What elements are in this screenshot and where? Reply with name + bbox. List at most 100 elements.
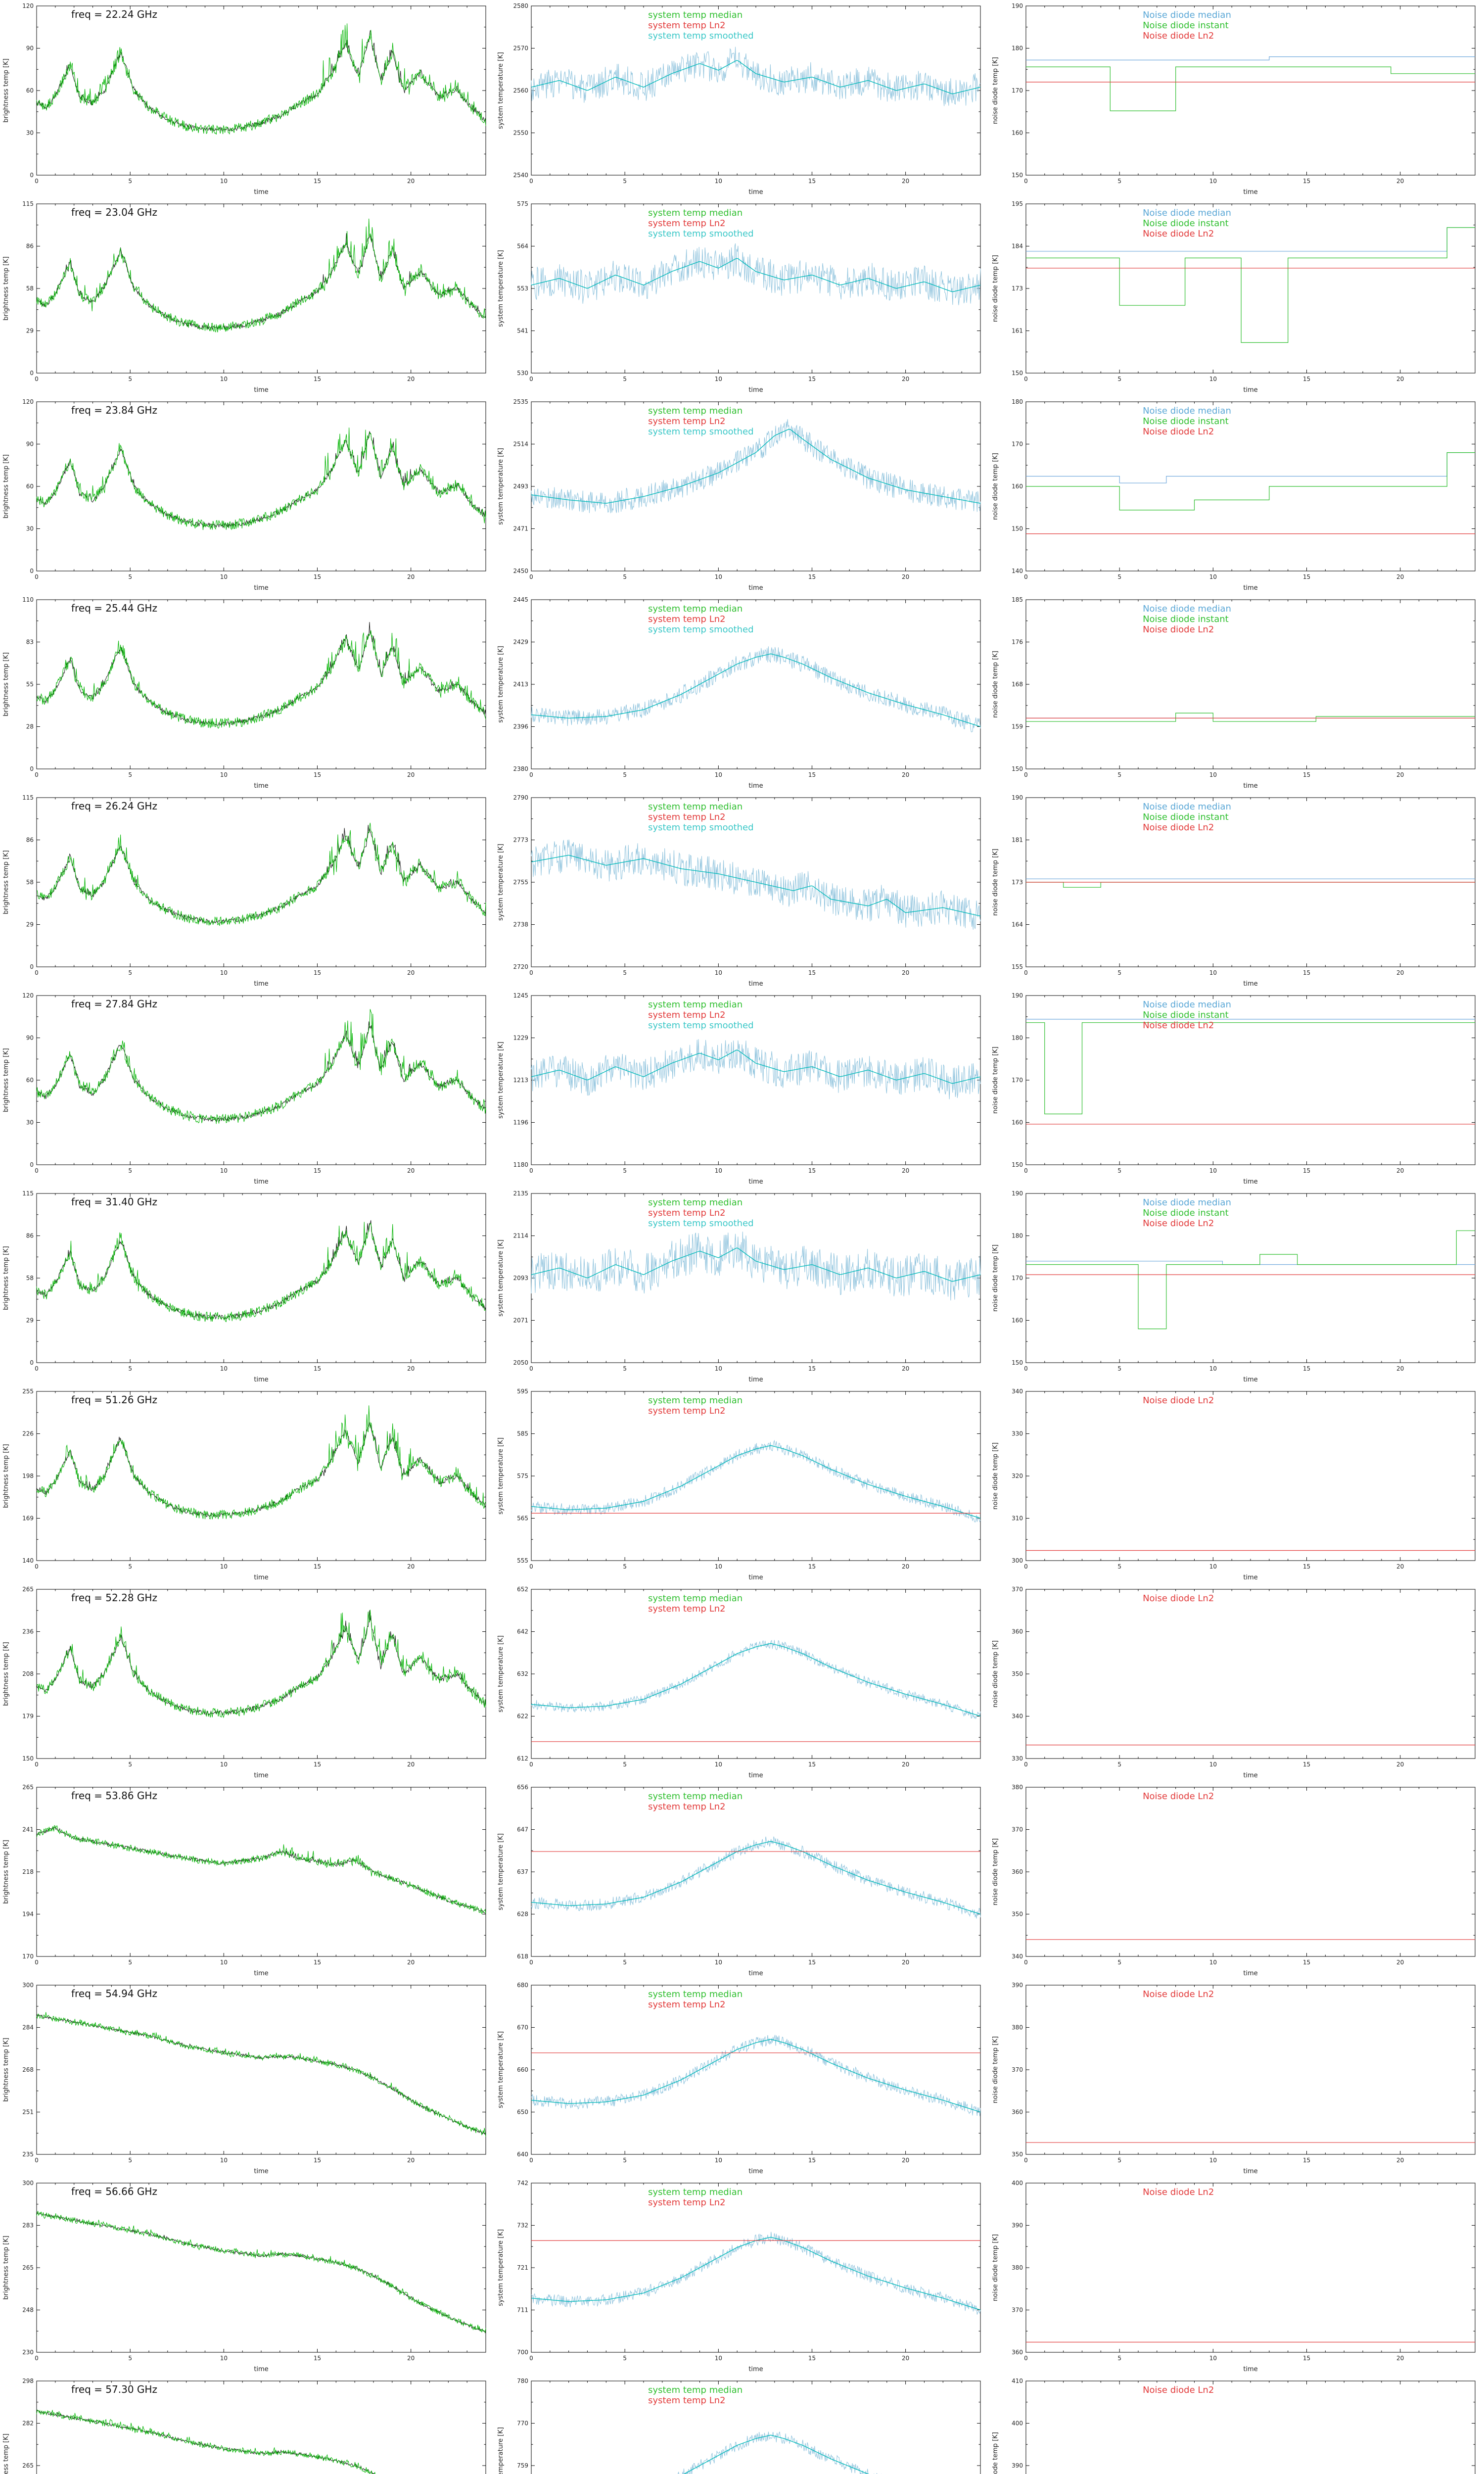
svg-text:freq = 51.26 GHz: freq = 51.26 GHz [71, 1394, 157, 1406]
svg-text:system temp smoothed: system temp smoothed [648, 1218, 754, 1229]
brightness-chart: 0 5 10 15 20 0 29 58 86 115 time brightness temp [K… [2, 1190, 486, 1383]
brightness-chart: 0 5 10 15 20 170 194 218 241 265 time brightness te… [2, 1784, 486, 1977]
svg-text:640: 640 [517, 2151, 528, 2158]
plot-row: 0 5 10 15 20 235 251 268 284 300 time brightness te… [0, 1979, 1484, 2177]
svg-text:55: 55 [26, 681, 34, 688]
svg-text:29: 29 [26, 921, 34, 928]
svg-text:2514: 2514 [513, 441, 528, 448]
system-temp-panel: 0 5 10 15 20 700 711 721 732 742 time system temper… [495, 2177, 989, 2375]
svg-text:20: 20 [1396, 376, 1404, 382]
svg-text:340: 340 [1012, 1713, 1023, 1720]
brightness-panel: 0 5 10 15 20 140 169 198 226 255 time brightness te… [0, 1385, 495, 1583]
noise-diode-panel: 0 5 10 15 20 330 340 350 360 370 time noise diode t… [989, 1583, 1484, 1781]
system-temp-chart: 0 5 10 15 20 555 565 575 585 595 time system temper… [497, 1388, 981, 1581]
svg-text:system temp Ln2: system temp Ln2 [648, 218, 726, 229]
svg-text:system temperature [K]: system temperature [K] [497, 1437, 505, 1515]
svg-text:0: 0 [529, 1365, 533, 1372]
svg-text:0: 0 [529, 178, 533, 185]
svg-text:20: 20 [407, 969, 415, 976]
svg-text:20: 20 [1396, 2355, 1404, 2362]
svg-text:575: 575 [517, 200, 528, 207]
svg-text:time: time [254, 1376, 268, 1383]
svg-text:656: 656 [517, 1784, 528, 1791]
svg-text:20: 20 [902, 178, 909, 185]
svg-text:680: 680 [517, 1982, 528, 1989]
noise-diode-chart: 0 5 10 15 20 330 340 350 360 370 time noise diode t… [992, 1586, 1476, 1779]
svg-text:20: 20 [407, 2157, 415, 2164]
svg-text:noise diode temp [K]: noise diode temp [K] [992, 2036, 999, 2103]
svg-text:5: 5 [623, 771, 627, 778]
svg-text:1245: 1245 [513, 992, 528, 999]
svg-text:0: 0 [1024, 178, 1028, 185]
svg-text:system temp median: system temp median [648, 999, 742, 1010]
noise-diode-chart: 0 5 10 15 20 155 164 173 181 190 time noise diode t… [992, 794, 1476, 988]
svg-text:10: 10 [220, 1959, 228, 1966]
svg-text:5: 5 [128, 1959, 132, 1966]
svg-text:176: 176 [1012, 639, 1023, 646]
svg-text:86: 86 [26, 243, 34, 250]
svg-text:29: 29 [26, 1317, 34, 1324]
svg-text:15: 15 [1303, 1167, 1310, 1174]
svg-text:5: 5 [623, 1167, 627, 1174]
svg-text:2114: 2114 [513, 1233, 528, 1239]
svg-text:time: time [748, 1376, 763, 1383]
svg-text:5: 5 [128, 1167, 132, 1174]
svg-text:0: 0 [30, 765, 34, 772]
svg-text:5: 5 [1117, 178, 1121, 185]
svg-text:5: 5 [1117, 771, 1121, 778]
svg-text:180: 180 [1012, 1233, 1023, 1239]
svg-text:0: 0 [529, 1761, 533, 1768]
svg-text:time: time [748, 980, 763, 988]
svg-text:20: 20 [1396, 1761, 1404, 1768]
svg-text:Noise diode instant: Noise diode instant [1143, 218, 1229, 229]
svg-text:15: 15 [808, 969, 816, 976]
svg-text:time: time [748, 782, 763, 790]
svg-text:0: 0 [1024, 771, 1028, 778]
svg-text:20: 20 [407, 178, 415, 185]
svg-text:freq = 53.86 GHz: freq = 53.86 GHz [71, 1790, 157, 1802]
svg-text:180: 180 [1012, 1035, 1023, 1042]
svg-text:0: 0 [30, 1359, 34, 1366]
svg-text:time: time [748, 2168, 763, 2175]
svg-text:759: 759 [517, 2462, 528, 2469]
svg-text:115: 115 [22, 1190, 34, 1197]
svg-text:time: time [254, 2366, 268, 2373]
svg-text:2380: 2380 [513, 765, 528, 772]
svg-text:0: 0 [30, 963, 34, 970]
svg-text:190: 190 [1012, 1190, 1023, 1197]
svg-text:20: 20 [1396, 771, 1404, 778]
svg-text:5: 5 [623, 376, 627, 382]
svg-text:noise diode temp [K]: noise diode temp [K] [992, 1442, 999, 1510]
noise-diode-chart: 0 5 10 15 20 340 350 360 370 380 time noise diode t… [992, 1784, 1476, 1977]
svg-text:10: 10 [220, 573, 228, 580]
brightness-panel: 0 5 10 15 20 0 30 60 90 120 time brightness temp [K… [0, 0, 495, 198]
svg-text:155: 155 [1012, 963, 1023, 970]
svg-text:system temperature [K]: system temperature [K] [497, 1635, 505, 1713]
svg-text:2570: 2570 [513, 45, 528, 52]
svg-text:20: 20 [902, 2355, 909, 2362]
svg-text:time: time [254, 189, 268, 196]
svg-text:system temp Ln2: system temp Ln2 [648, 1999, 726, 2010]
svg-text:670: 670 [517, 2024, 528, 2031]
svg-text:2071: 2071 [513, 1317, 528, 1324]
svg-text:time: time [1243, 1574, 1257, 1581]
plot-row: 0 5 10 15 20 0 30 60 90 120 time brightness temp [K… [0, 990, 1484, 1188]
svg-text:180: 180 [1012, 398, 1023, 405]
noise-diode-panel: 0 5 10 15 20 150 160 170 180 190 time noise diode t… [989, 990, 1484, 1188]
svg-text:time: time [748, 386, 763, 394]
svg-text:370: 370 [1012, 1826, 1023, 1833]
svg-text:20: 20 [902, 969, 909, 976]
svg-text:235: 235 [22, 2151, 34, 2158]
svg-text:226: 226 [22, 1430, 34, 1437]
svg-text:time: time [254, 1772, 268, 1779]
svg-text:15: 15 [1303, 1563, 1310, 1570]
svg-text:10: 10 [1209, 2355, 1217, 2362]
svg-text:0: 0 [35, 1365, 39, 1372]
svg-text:10: 10 [1209, 1959, 1217, 1966]
svg-text:Noise diode Ln2: Noise diode Ln2 [1143, 427, 1214, 437]
svg-text:298: 298 [22, 2378, 34, 2384]
svg-text:160: 160 [1012, 130, 1023, 137]
svg-text:5: 5 [128, 771, 132, 778]
noise-diode-panel: 0 5 10 15 20 150 161 173 184 195 time noise diode t… [989, 198, 1484, 396]
svg-text:150: 150 [1012, 370, 1023, 377]
